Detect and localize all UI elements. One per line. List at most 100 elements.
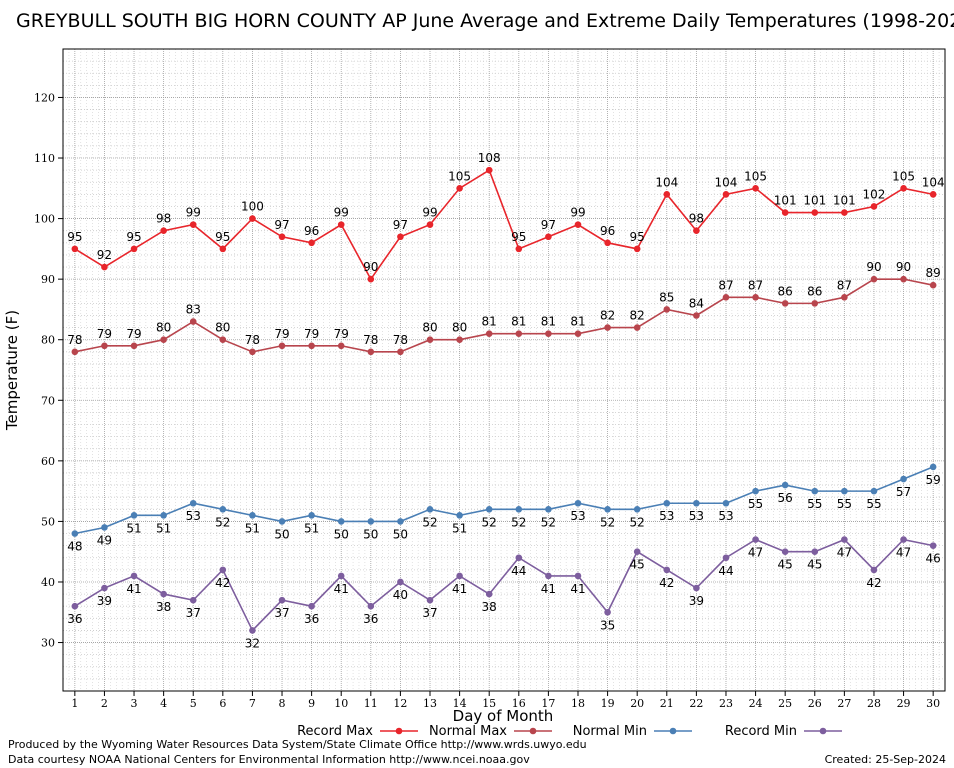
data-label-normal-min: 52 <box>630 515 645 529</box>
legend-item-normal-min: Normal Min <box>573 724 692 739</box>
legend-item-record-min: Record Min <box>725 724 842 739</box>
data-label-normal-max: 80 <box>452 321 467 335</box>
data-label-normal-min: 50 <box>274 527 289 541</box>
y-tick-label: 120 <box>34 91 55 104</box>
x-tick-label: 9 <box>308 697 315 710</box>
data-label-record-max: 90 <box>363 260 378 274</box>
x-tick-label: 11 <box>364 697 378 710</box>
data-point-record-max <box>101 263 108 271</box>
x-tick-label: 27 <box>837 697 851 710</box>
data-point-normal-min <box>189 499 197 507</box>
data-label-normal-max: 82 <box>630 309 645 323</box>
legend-swatch-marker <box>529 727 537 735</box>
legend-label: Record Min <box>725 724 797 739</box>
data-label-normal-max: 84 <box>689 296 704 310</box>
data-point-record-min <box>308 602 315 610</box>
data-label-record-min: 47 <box>837 546 852 560</box>
x-tick-label: 22 <box>689 697 703 710</box>
data-point-normal-min <box>160 512 167 519</box>
data-label-normal-max: 81 <box>570 315 585 329</box>
data-label-record-min: 46 <box>926 552 941 566</box>
x-tick-label: 4 <box>160 697 167 710</box>
data-label-normal-min: 50 <box>363 527 378 541</box>
data-label-record-max: 97 <box>274 218 289 232</box>
data-point-record-min <box>633 548 641 555</box>
data-label-record-min: 39 <box>689 594 704 608</box>
data-point-normal-min <box>929 463 937 471</box>
data-point-record-max <box>811 209 819 216</box>
data-label-record-max: 104 <box>655 175 678 189</box>
data-point-record-max <box>574 221 582 228</box>
data-label-normal-min: 52 <box>215 515 230 529</box>
data-label-normal-min: 48 <box>67 540 82 554</box>
x-tick-label: 13 <box>423 697 437 710</box>
data-point-normal-min <box>545 506 552 513</box>
data-label-normal-max: 79 <box>126 327 141 341</box>
x-tick-label: 7 <box>249 697 256 710</box>
data-label-record-max: 98 <box>156 212 171 226</box>
data-point-normal-min <box>397 518 404 525</box>
data-point-normal-max <box>337 342 345 350</box>
data-label-record-min: 39 <box>97 594 112 608</box>
data-point-record-min <box>545 572 552 580</box>
data-label-record-min: 41 <box>541 582 556 596</box>
data-point-record-min <box>397 578 404 586</box>
data-point-normal-max <box>101 342 108 350</box>
data-label-normal-min: 52 <box>422 515 437 529</box>
data-label-normal-min: 51 <box>156 521 171 535</box>
data-point-record-min <box>515 554 523 562</box>
data-point-record-max <box>367 275 375 283</box>
data-point-normal-min <box>752 487 759 495</box>
data-label-normal-max: 87 <box>837 278 852 292</box>
data-point-record-max <box>189 221 197 228</box>
data-point-record-min <box>337 572 345 580</box>
y-tick-label: 110 <box>34 152 55 165</box>
data-label-record-max: 97 <box>541 218 556 232</box>
chart-title: GREYBULL SOUTH BIG HORN COUNTY AP June A… <box>16 10 954 32</box>
x-tick-label: 20 <box>630 697 644 710</box>
data-label-normal-max: 80 <box>422 321 437 335</box>
data-label-record-min: 42 <box>215 576 230 590</box>
x-tick-label: 17 <box>541 697 555 710</box>
data-label-record-max: 96 <box>600 224 615 238</box>
x-tick-label: 2 <box>101 697 108 710</box>
x-tick-label: 29 <box>897 697 911 710</box>
data-point-normal-max <box>693 312 700 319</box>
data-point-record-max <box>870 203 878 210</box>
data-label-record-min: 37 <box>422 606 437 620</box>
x-tick-label: 14 <box>453 697 467 710</box>
x-tick-label: 3 <box>131 697 138 710</box>
data-label-record-max: 104 <box>922 175 945 189</box>
data-label-record-min: 41 <box>126 582 141 596</box>
y-tick-label: 40 <box>41 576 55 589</box>
data-point-record-min <box>101 584 108 592</box>
x-tick-label: 30 <box>926 697 940 710</box>
data-label-record-max: 96 <box>304 224 319 238</box>
x-tick-label: 21 <box>660 697 674 710</box>
data-label-normal-min: 50 <box>393 527 408 541</box>
data-label-record-min: 36 <box>67 612 82 626</box>
data-label-normal-min: 55 <box>866 497 881 511</box>
data-point-normal-min <box>870 487 878 495</box>
data-point-record-min <box>781 548 789 555</box>
series-line-normal-max <box>74 278 934 353</box>
legend-item-normal-max: Normal Max <box>429 724 552 739</box>
data-label-record-min: 37 <box>186 606 201 620</box>
x-tick-label: 28 <box>867 697 881 710</box>
data-label-record-min: 44 <box>511 564 526 578</box>
data-label-normal-max: 78 <box>67 333 82 347</box>
data-point-record-max <box>219 245 227 253</box>
data-label-normal-min: 53 <box>570 509 585 523</box>
data-point-record-min <box>811 548 819 555</box>
data-point-record-min <box>929 542 937 549</box>
data-point-normal-min <box>101 524 108 531</box>
data-point-record-max <box>515 245 523 253</box>
x-axis-ticks: 1 2 3 4 5 6 7 8 9 10 11 12 13 14 15 16 17 18 19 20 21 22 23 24 2… <box>71 691 940 710</box>
data-label-normal-max: 79 <box>274 327 289 341</box>
data-label-normal-max: 80 <box>156 321 171 335</box>
data-label-normal-max: 78 <box>393 333 408 347</box>
legend-swatch-marker <box>819 727 827 735</box>
data-point-normal-min <box>249 512 256 519</box>
data-label-normal-max: 79 <box>304 327 319 341</box>
data-label-record-max: 99 <box>422 206 437 220</box>
